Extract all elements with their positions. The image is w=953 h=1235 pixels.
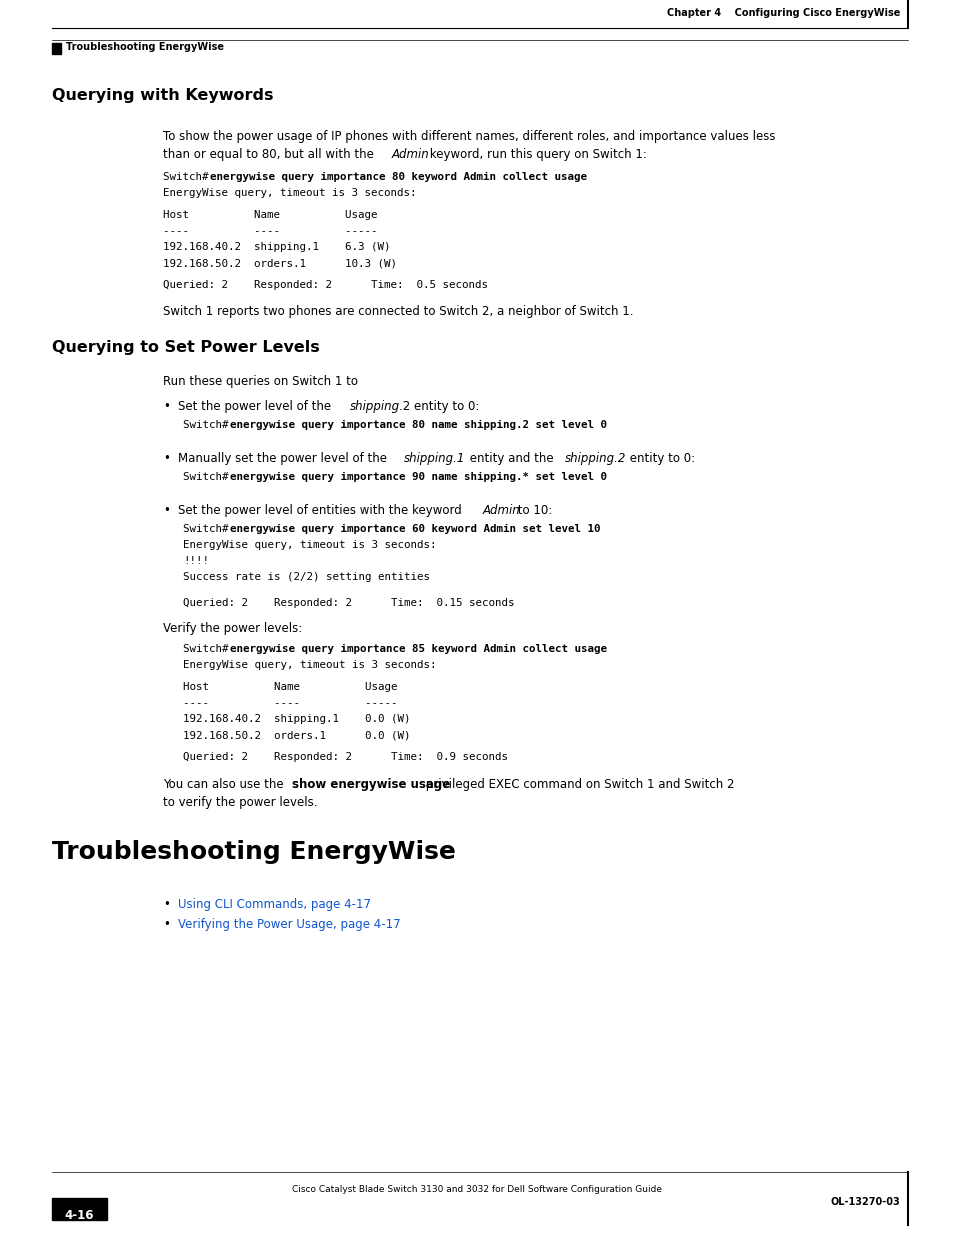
Text: Switch#: Switch# — [183, 472, 234, 482]
Text: Chapter 4    Configuring Cisco EnergyWise: Chapter 4 Configuring Cisco EnergyWise — [666, 7, 899, 19]
Text: Troubleshooting EnergyWise: Troubleshooting EnergyWise — [52, 840, 456, 864]
Text: Cisco Catalyst Blade Switch 3130 and 3032 for Dell Software Configuration Guide: Cisco Catalyst Blade Switch 3130 and 303… — [292, 1186, 661, 1194]
Text: Switch 1 reports two phones are connected to Switch 2, a neighbor of Switch 1.: Switch 1 reports two phones are connecte… — [163, 305, 633, 317]
Text: Switch#: Switch# — [163, 172, 214, 182]
Text: Troubleshooting EnergyWise: Troubleshooting EnergyWise — [66, 42, 224, 52]
Text: shipping: shipping — [350, 400, 399, 412]
Text: Admin: Admin — [482, 504, 520, 517]
Text: Queried: 2    Responded: 2      Time:  0.15 seconds: Queried: 2 Responded: 2 Time: 0.15 secon… — [183, 598, 514, 608]
Text: Switch#: Switch# — [183, 420, 234, 430]
Text: Set the power level of entities with the keyword: Set the power level of entities with the… — [178, 504, 465, 517]
Text: OL-13270-03: OL-13270-03 — [829, 1197, 899, 1207]
Text: show energywise usage: show energywise usage — [292, 778, 450, 790]
Text: •: • — [163, 452, 170, 466]
Text: Switch#: Switch# — [183, 524, 234, 534]
Bar — [52, 1198, 107, 1220]
Text: entity and the: entity and the — [465, 452, 557, 466]
Text: Queried: 2    Responded: 2      Time:  0.5 seconds: Queried: 2 Responded: 2 Time: 0.5 second… — [163, 280, 488, 290]
Text: Manually set the power level of the: Manually set the power level of the — [178, 452, 391, 466]
Text: Using CLI Commands, page 4-17: Using CLI Commands, page 4-17 — [178, 898, 371, 911]
Text: •: • — [163, 918, 170, 931]
Text: Switch#: Switch# — [183, 643, 234, 655]
Text: ----          ----          -----: ---- ---- ----- — [163, 226, 377, 236]
Text: keyword, run this query on Switch 1:: keyword, run this query on Switch 1: — [426, 148, 646, 161]
Text: privileged EXEC command on Switch 1 and Switch 2: privileged EXEC command on Switch 1 and … — [421, 778, 734, 790]
Text: shipping.2: shipping.2 — [564, 452, 626, 466]
Text: Querying with Keywords: Querying with Keywords — [52, 88, 274, 103]
Text: energywise query importance 80 name shipping.2 set level 0: energywise query importance 80 name ship… — [230, 420, 606, 430]
Text: Success rate is (2/2) setting entities: Success rate is (2/2) setting entities — [183, 572, 430, 582]
Text: .2 entity to 0:: .2 entity to 0: — [398, 400, 478, 412]
Text: EnergyWise query, timeout is 3 seconds:: EnergyWise query, timeout is 3 seconds: — [183, 540, 436, 550]
Text: energywise query importance 85 keyword Admin collect usage: energywise query importance 85 keyword A… — [230, 643, 606, 655]
Bar — [52, 43, 61, 54]
Text: Querying to Set Power Levels: Querying to Set Power Levels — [52, 340, 319, 354]
Text: energywise query importance 80 keyword Admin collect usage: energywise query importance 80 keyword A… — [210, 172, 586, 182]
Text: 4-16: 4-16 — [64, 1209, 93, 1221]
Text: •: • — [163, 400, 170, 412]
Text: EnergyWise query, timeout is 3 seconds:: EnergyWise query, timeout is 3 seconds: — [163, 188, 416, 198]
Text: 192.168.50.2  orders.1      0.0 (W): 192.168.50.2 orders.1 0.0 (W) — [183, 730, 410, 740]
Text: 192.168.40.2  shipping.1    0.0 (W): 192.168.40.2 shipping.1 0.0 (W) — [183, 714, 410, 724]
Text: energywise query importance 60 keyword Admin set level 10: energywise query importance 60 keyword A… — [230, 524, 599, 534]
Text: than or equal to 80, but all with the: than or equal to 80, but all with the — [163, 148, 377, 161]
Text: •: • — [163, 898, 170, 911]
Text: ----          ----          -----: ---- ---- ----- — [183, 698, 397, 708]
Text: Verifying the Power Usage, page 4-17: Verifying the Power Usage, page 4-17 — [178, 918, 400, 931]
Text: To show the power usage of IP phones with different names, different roles, and : To show the power usage of IP phones wit… — [163, 130, 775, 143]
Text: EnergyWise query, timeout is 3 seconds:: EnergyWise query, timeout is 3 seconds: — [183, 659, 436, 671]
Text: 192.168.40.2  shipping.1    6.3 (W): 192.168.40.2 shipping.1 6.3 (W) — [163, 242, 390, 252]
Text: Queried: 2    Responded: 2      Time:  0.9 seconds: Queried: 2 Responded: 2 Time: 0.9 second… — [183, 752, 507, 762]
Text: shipping.1: shipping.1 — [403, 452, 465, 466]
Text: Verify the power levels:: Verify the power levels: — [163, 622, 302, 635]
Text: entity to 0:: entity to 0: — [625, 452, 695, 466]
Text: You can also use the: You can also use the — [163, 778, 287, 790]
Text: Host          Name          Usage: Host Name Usage — [163, 210, 377, 220]
Text: energywise query importance 90 name shipping.* set level 0: energywise query importance 90 name ship… — [230, 472, 606, 482]
Text: •: • — [163, 504, 170, 517]
Text: Host          Name          Usage: Host Name Usage — [183, 682, 397, 692]
Text: 192.168.50.2  orders.1      10.3 (W): 192.168.50.2 orders.1 10.3 (W) — [163, 258, 396, 268]
Text: to 10:: to 10: — [514, 504, 552, 517]
Text: Set the power level of the: Set the power level of the — [178, 400, 335, 412]
Text: Run these queries on Switch 1 to: Run these queries on Switch 1 to — [163, 375, 357, 388]
Text: to verify the power levels.: to verify the power levels. — [163, 797, 317, 809]
Text: Admin: Admin — [392, 148, 429, 161]
Text: !!!!: !!!! — [183, 556, 209, 566]
